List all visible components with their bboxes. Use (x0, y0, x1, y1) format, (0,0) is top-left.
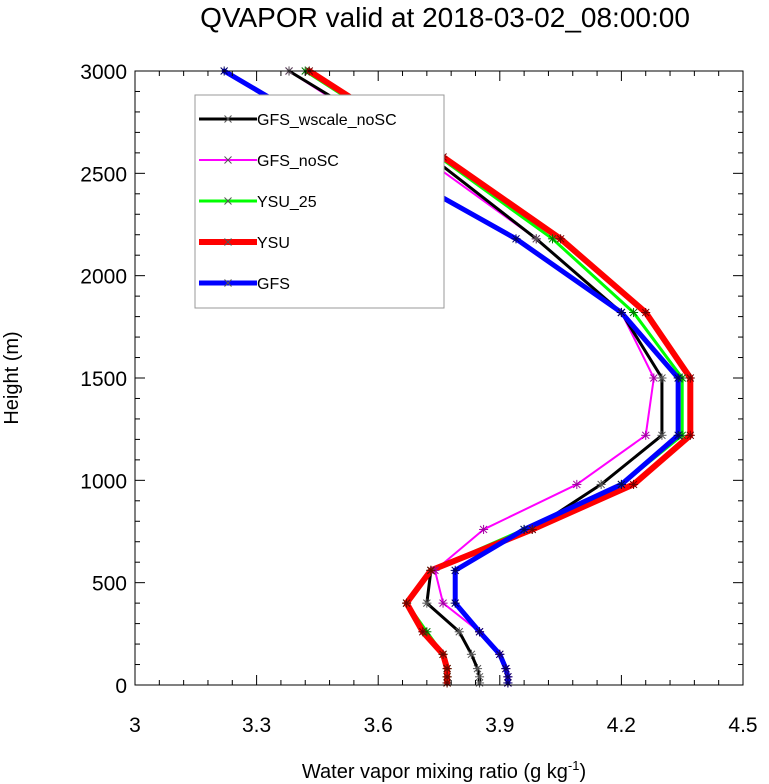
y-tick-labels: 0 500 1000 1500 2000 2500 3000 (80, 61, 127, 698)
data-point-GFS_wscale_noSC (466, 649, 476, 659)
data-point-GFS_wscale_noSC (596, 479, 606, 489)
legend-label: GFS (257, 276, 290, 293)
data-point-GFS_wscale_noSC (657, 430, 667, 440)
legend-item-YSU_25: YSU_25 (199, 194, 317, 211)
data-point-GFS_noSC (649, 373, 659, 383)
x-axis-label-superscript: -1 (568, 758, 580, 773)
data-point-GFS_wscale_noSC (422, 598, 432, 608)
data-point-GFS (474, 627, 485, 637)
data-point-YSU (442, 672, 452, 682)
data-point-GFS (673, 430, 683, 440)
x-tick-label: 4.5 (728, 714, 757, 737)
legend-item-YSU: YSU (199, 235, 290, 252)
data-point-GFS_noSC (572, 479, 582, 489)
legend-label: YSU (257, 235, 290, 252)
x-tick-labels: 3 3.3 3.6 3.9 4.2 4.5 (129, 714, 757, 737)
y-tick-label: 1500 (80, 368, 127, 391)
data-point-GFS (616, 479, 626, 489)
data-point-GFS (450, 598, 460, 608)
y-tick-label: 3000 (80, 61, 127, 84)
data-point-YSU_25 (629, 307, 639, 318)
data-point-YSU (426, 565, 436, 575)
data-point-YSU (641, 307, 651, 318)
data-point-YSU (418, 627, 428, 637)
legend-item-GFS: GFS (199, 276, 290, 293)
y-axis-label: Height (m) (1, 331, 23, 424)
data-point-GFS (501, 664, 511, 674)
plot-frame (134, 70, 744, 686)
x-tick-label: 3.9 (485, 714, 514, 737)
data-point-YSU (438, 649, 448, 659)
data-point-GFS_wscale_noSC (474, 672, 485, 682)
data-point-GFS (511, 234, 521, 244)
data-point-GFS (616, 307, 626, 318)
x-axis-label: Water vapor mixing ratio (g kg-1) (302, 758, 586, 783)
y-tick-label: 2500 (80, 163, 127, 186)
legend-item-GFS_noSC: GFS_noSC (199, 153, 339, 170)
data-point-GFS_wscale_noSC (657, 373, 667, 383)
data-point-GFS_noSC (479, 524, 489, 535)
y-tick-label: 2000 (80, 266, 127, 289)
data-point-YSU (629, 479, 639, 489)
data-point-YSU (685, 373, 695, 383)
y-tick-label: 1000 (80, 470, 127, 493)
x-axis-label-text: Water vapor mixing ratio (g kg (302, 761, 568, 783)
data-point-GFS (673, 373, 683, 383)
data-point-GFS_noSC (641, 430, 651, 440)
data-point-GFS (519, 524, 529, 535)
data-point-GFS_wscale_noSC (472, 664, 483, 674)
chart-title: QVAPOR valid at 2018-03-02_08:00:00 (200, 2, 690, 33)
data-point-YSU (442, 664, 452, 674)
data-point-YSU (402, 598, 412, 608)
data-point-GFS (503, 672, 513, 682)
data-point-YSU (527, 524, 537, 535)
x-tick-label: 3.3 (242, 714, 271, 737)
x-tick-label: 3.6 (364, 714, 393, 737)
data-point-GFS_noSC (438, 598, 448, 608)
y-tick-label: 0 (115, 675, 127, 698)
axis-ticks (134, 70, 744, 686)
x-tick-label: 4.2 (607, 714, 636, 737)
data-point-GFS_wscale_noSC (454, 627, 464, 637)
x-tick-label: 3 (129, 714, 141, 737)
x-axis-label-close: ) (579, 761, 586, 783)
data-point-GFS_wscale_noSC (531, 234, 541, 244)
data-point-YSU (685, 430, 695, 440)
data-point-YSU_25 (547, 234, 558, 244)
legend-label: GFS_noSC (257, 153, 339, 170)
legend-label: YSU_25 (257, 194, 317, 211)
legend-label: GFS_wscale_noSC (257, 112, 397, 129)
legend: GFS_wscale_noSC GFS_noSC YSU_25 YSU GFS (194, 94, 445, 309)
legend-item-GFS_wscale_noSC: GFS_wscale_noSC (199, 112, 397, 129)
data-point-YSU (556, 234, 566, 244)
y-tick-label: 500 (92, 573, 127, 596)
data-point-GFS (450, 565, 460, 575)
data-point-GFS (495, 649, 505, 659)
